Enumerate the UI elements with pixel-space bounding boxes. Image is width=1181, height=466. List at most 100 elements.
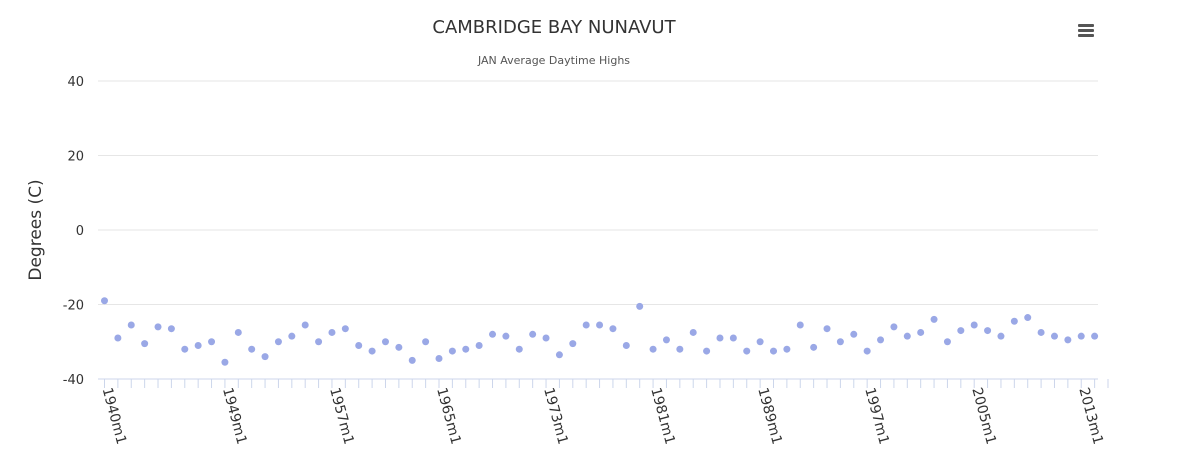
- chart-menu-button[interactable]: [1072, 18, 1098, 42]
- grid-lines: [98, 80, 1098, 305]
- data-point[interactable]: [101, 297, 108, 305]
- data-point[interactable]: [154, 323, 162, 331]
- data-point[interactable]: [422, 338, 430, 346]
- y-axis-label: Degrees (C): [26, 179, 46, 280]
- data-point[interactable]: [462, 345, 470, 353]
- y-tick-labels: -40 -20 0 20 40: [63, 75, 84, 388]
- data-point[interactable]: [783, 345, 791, 353]
- data-point[interactable]: [917, 328, 925, 336]
- data-point[interactable]: [502, 332, 510, 340]
- x-tick-label: 2013m1: [1075, 386, 1106, 446]
- data-point[interactable]: [863, 347, 871, 355]
- data-point[interactable]: [810, 343, 818, 351]
- data-point[interactable]: [716, 334, 724, 342]
- data-point[interactable]: [1064, 336, 1072, 344]
- data-point[interactable]: [141, 340, 149, 348]
- data-point[interactable]: [1091, 332, 1099, 340]
- data-point[interactable]: [997, 332, 1005, 340]
- x-tick-label: 1957m1: [326, 386, 357, 446]
- y-tick-label: 40: [67, 75, 84, 90]
- y-tick-label: -40: [63, 373, 84, 388]
- y-tick-label: 0: [76, 224, 84, 239]
- data-point[interactable]: [636, 302, 644, 310]
- data-point[interactable]: [877, 336, 885, 344]
- data-point[interactable]: [662, 336, 670, 344]
- data-point[interactable]: [743, 347, 751, 355]
- data-point[interactable]: [368, 347, 376, 355]
- data-point[interactable]: [208, 338, 216, 346]
- x-tick-label: 1981m1: [647, 386, 678, 446]
- data-point[interactable]: [930, 315, 938, 323]
- data-point[interactable]: [261, 353, 269, 361]
- data-point[interactable]: [448, 347, 456, 355]
- data-point[interactable]: [381, 338, 389, 346]
- data-point[interactable]: [355, 341, 363, 349]
- data-point[interactable]: [395, 343, 403, 351]
- data-point[interactable]: [770, 347, 777, 355]
- y-tick-label: -20: [63, 299, 84, 314]
- data-point[interactable]: [221, 358, 229, 366]
- data-point[interactable]: [1050, 332, 1058, 340]
- data-point[interactable]: [167, 325, 175, 333]
- data-point[interactable]: [489, 330, 497, 338]
- data-point[interactable]: [475, 341, 483, 349]
- data-point[interactable]: [622, 341, 630, 349]
- data-point[interactable]: [1077, 332, 1085, 340]
- data-point[interactable]: [194, 341, 202, 349]
- data-point[interactable]: [703, 347, 711, 355]
- data-point[interactable]: [957, 327, 965, 335]
- data-point[interactable]: [729, 334, 737, 342]
- data-point[interactable]: [328, 328, 336, 336]
- x-tick-label: 1973m1: [540, 386, 571, 446]
- hamburger-menu-icon: [1078, 24, 1094, 27]
- data-point[interactable]: [609, 325, 617, 333]
- data-point[interactable]: [542, 334, 550, 342]
- x-tick-label: 1940m1: [99, 386, 130, 446]
- data-point[interactable]: [114, 334, 122, 342]
- data-point[interactable]: [127, 321, 135, 329]
- data-point[interactable]: [341, 325, 349, 333]
- data-point[interactable]: [796, 321, 804, 329]
- x-tick-label: 1949m1: [219, 386, 250, 446]
- x-axis: 1940m1 1949m1 1957m1 1965m1 1973m1 1981m1 1989…: [98, 378, 1109, 446]
- data-point[interactable]: [756, 338, 764, 346]
- data-point[interactable]: [408, 356, 416, 364]
- data-point[interactable]: [569, 340, 577, 348]
- chart-title: CAMBRIDGE BAY NUNAVUT: [432, 17, 676, 38]
- data-point[interactable]: [582, 321, 590, 329]
- x-tick-label: 1965m1: [433, 386, 464, 446]
- data-point[interactable]: [274, 338, 282, 346]
- data-point[interactable]: [596, 321, 604, 329]
- x-tick-label: 2005m1: [968, 386, 999, 446]
- data-point[interactable]: [555, 351, 563, 359]
- data-point[interactable]: [903, 332, 911, 340]
- data-point[interactable]: [248, 345, 256, 353]
- data-point[interactable]: [689, 328, 697, 336]
- data-point[interactable]: [288, 332, 296, 340]
- data-point[interactable]: [984, 327, 992, 335]
- data-points: [101, 297, 1099, 366]
- data-point[interactable]: [676, 345, 684, 353]
- data-point[interactable]: [1024, 314, 1032, 322]
- data-point[interactable]: [970, 321, 978, 329]
- data-point[interactable]: [301, 321, 309, 329]
- data-point[interactable]: [529, 330, 537, 338]
- data-point[interactable]: [315, 338, 323, 346]
- data-point[interactable]: [515, 345, 523, 353]
- data-point[interactable]: [1010, 317, 1018, 325]
- data-point[interactable]: [823, 325, 831, 333]
- data-point[interactable]: [836, 338, 844, 346]
- data-point[interactable]: [1037, 328, 1045, 336]
- data-point[interactable]: [649, 345, 657, 353]
- chart-subtitle: JAN Average Daytime Highs: [477, 54, 630, 67]
- x-tick-label: 1989m1: [754, 386, 785, 446]
- data-point[interactable]: [234, 328, 242, 336]
- data-point[interactable]: [181, 345, 189, 353]
- data-point[interactable]: [435, 355, 443, 363]
- data-point[interactable]: [850, 330, 858, 338]
- y-tick-label: 20: [67, 150, 84, 165]
- x-tick-label: 1997m1: [861, 386, 892, 446]
- data-point[interactable]: [890, 323, 898, 331]
- data-point[interactable]: [943, 338, 951, 346]
